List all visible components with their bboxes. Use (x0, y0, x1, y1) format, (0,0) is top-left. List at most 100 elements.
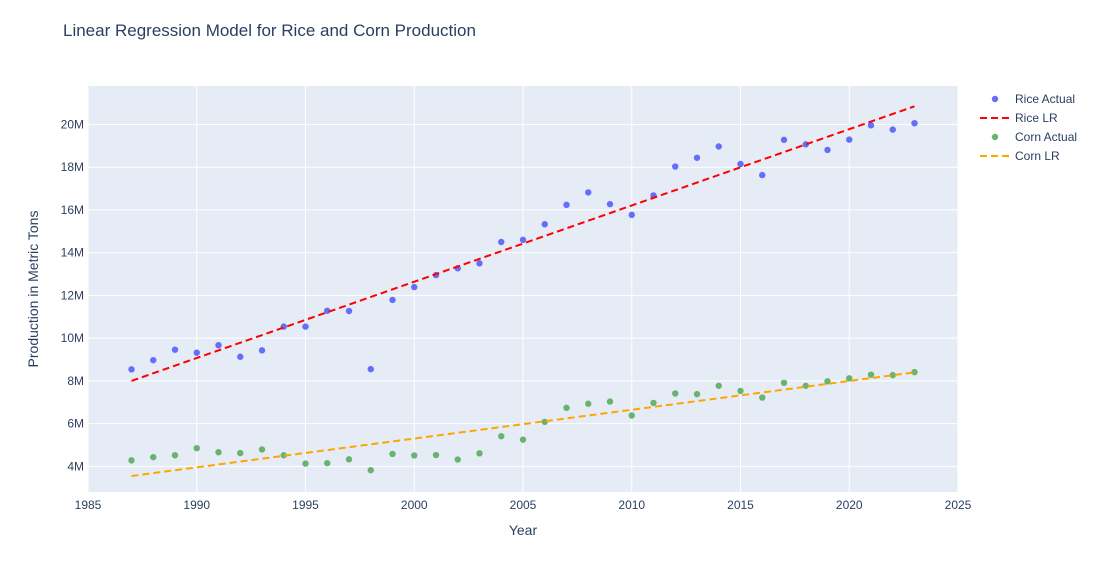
data-point-corn-actual (411, 452, 418, 459)
y-tick-label: 4M (67, 459, 84, 473)
data-point-corn-actual (606, 398, 614, 405)
data-point-corn-actual (563, 404, 570, 412)
data-point-corn-actual (650, 399, 657, 407)
x-tick-label: 2010 (618, 498, 645, 512)
data-point-rice-actual (715, 143, 722, 150)
legend-item-corn-lr[interactable]: Corn LR (980, 149, 1060, 163)
grid-lines (87, 86, 959, 492)
y-tick-label: 6M (67, 417, 84, 431)
data-point-corn-actual (367, 467, 374, 474)
data-point-corn-actual (498, 433, 505, 440)
data-point-corn-actual (454, 456, 461, 463)
data-point-rice-actual (389, 296, 396, 304)
data-point-rice-actual (846, 136, 853, 143)
data-point-rice-actual (215, 341, 222, 349)
data-point-corn-actual (237, 449, 244, 457)
legend-marker (991, 133, 999, 141)
data-point-corn-actual (693, 390, 701, 398)
data-point-corn-actual (802, 382, 809, 389)
series-rice-lr (131, 105, 915, 382)
data-point-corn-actual (193, 444, 200, 452)
data-point-rice-actual (324, 307, 331, 314)
data-point-corn-actual (737, 387, 744, 395)
data-point-corn-actual (171, 452, 179, 459)
x-tick-label: 2025 (945, 498, 972, 512)
legend-item-rice-actual[interactable]: Rice Actual (991, 92, 1075, 106)
data-point-corn-actual (302, 460, 309, 467)
data-point-rice-actual (585, 189, 592, 196)
data-point-corn-actual (672, 390, 679, 397)
legend-label: Corn LR (1015, 149, 1060, 163)
x-tick-label: 1985 (75, 498, 102, 512)
chart-title: Linear Regression Model for Rice and Cor… (63, 21, 476, 40)
data-point-corn-actual (519, 436, 527, 443)
data-point-corn-actual (628, 412, 635, 419)
data-point-rice-actual (737, 160, 744, 168)
data-point-corn-actual (846, 375, 853, 382)
y-tick-label: 16M (61, 203, 84, 217)
x-axis-title: Year (509, 522, 538, 538)
data-point-rice-actual (780, 136, 788, 144)
y-tick-label: 12M (61, 288, 84, 302)
data-point-corn-actual (889, 371, 896, 379)
data-point-rice-actual (563, 201, 570, 209)
data-point-rice-actual (498, 238, 505, 246)
x-tick-label: 2000 (401, 498, 428, 512)
data-point-corn-actual (824, 378, 831, 385)
y-axis-ticks: 4M 6M 8M 10M 12M 14M 16M 18M 20M (61, 117, 84, 473)
data-point-corn-actual (911, 368, 918, 376)
data-point-rice-actual (759, 171, 766, 179)
x-tick-label: 2015 (727, 498, 754, 512)
data-point-rice-actual (628, 211, 635, 219)
data-point-rice-actual (302, 323, 309, 330)
data-point-rice-actual (606, 200, 614, 208)
x-tick-label: 1990 (183, 498, 210, 512)
data-point-rice-actual (519, 236, 527, 244)
data-point-rice-actual (889, 126, 896, 133)
data-point-rice-actual (258, 347, 266, 354)
data-point-corn-actual (780, 379, 788, 387)
y-tick-label: 14M (61, 246, 84, 260)
data-point-rice-actual (693, 154, 701, 161)
legend-marker (991, 95, 999, 103)
y-tick-label: 20M (61, 117, 84, 131)
data-point-rice-actual (911, 119, 918, 127)
legend-label: Corn Actual (1015, 130, 1077, 144)
series-corn-actual (128, 368, 918, 474)
x-tick-label: 2005 (510, 498, 537, 512)
data-point-corn-actual (476, 450, 483, 457)
x-tick-label: 2020 (836, 498, 863, 512)
data-point-rice-actual (128, 366, 135, 373)
data-point-rice-actual (411, 283, 418, 291)
data-point-corn-actual (585, 400, 592, 407)
data-point-rice-actual (867, 122, 875, 129)
data-point-rice-actual (171, 346, 179, 353)
data-point-rice-actual (802, 141, 809, 148)
legend-item-rice-lr[interactable]: Rice LR (980, 111, 1058, 125)
data-point-corn-actual (867, 371, 875, 378)
data-point-rice-actual (367, 365, 374, 373)
trend-line-rice-lr (131, 105, 915, 382)
data-point-corn-actual (432, 451, 440, 459)
y-tick-label: 10M (61, 331, 84, 345)
data-point-rice-actual (476, 260, 483, 267)
data-point-rice-actual (193, 349, 200, 356)
data-point-corn-actual (715, 382, 722, 389)
data-point-rice-actual (237, 353, 244, 360)
data-point-corn-actual (215, 449, 222, 456)
data-point-corn-actual (759, 394, 766, 401)
legend-item-corn-actual[interactable]: Corn Actual (991, 130, 1077, 144)
data-point-rice-actual (824, 146, 831, 154)
data-point-corn-actual (345, 456, 353, 463)
x-axis-ticks: 1985 1990 1995 2000 2005 2010 2015 2020 2025 (75, 498, 972, 512)
data-series (128, 105, 918, 477)
legend-label: Rice LR (1015, 111, 1058, 125)
data-point-rice-actual (345, 307, 353, 315)
y-tick-label: 8M (67, 374, 84, 388)
y-tick-label: 18M (61, 160, 84, 174)
data-point-corn-actual (280, 452, 287, 459)
data-point-rice-actual (150, 356, 157, 364)
data-point-rice-actual (672, 163, 679, 170)
data-point-corn-actual (150, 453, 157, 461)
